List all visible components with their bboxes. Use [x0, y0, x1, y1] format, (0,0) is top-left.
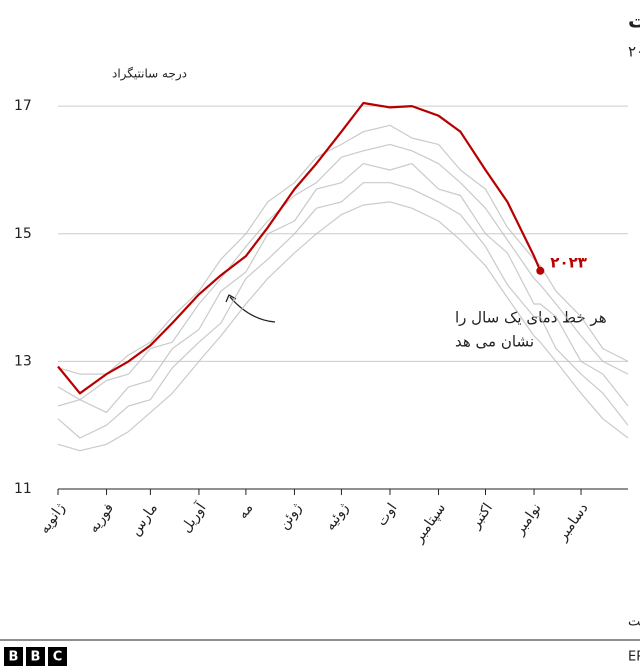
x-tick-label: فوریه [86, 500, 118, 535]
y-tick-label: 13 [14, 353, 32, 369]
logo-box [26, 647, 45, 666]
x-tick-label: دسامبر [554, 500, 592, 544]
logo-box [48, 647, 67, 666]
logo-letter: B [31, 650, 41, 665]
y-tick-label: 11 [14, 481, 32, 497]
x-tick-label: مه [235, 500, 257, 521]
year-line [57, 182, 629, 439]
x-tick-label: نوامبر [511, 500, 544, 538]
x-tick-label: آوریل [177, 499, 210, 536]
logo-box [4, 647, 23, 666]
logo-letter: B [9, 650, 19, 665]
footnote: برای دمای ۵ نوامبر از داده‌های اولیه و م… [628, 615, 640, 630]
chart-subtitle: میانگین روزانه دمای هوای جهان از سال ۱۹۴… [628, 43, 640, 61]
source: منابع: ERA5, C3S/ECMWF [628, 650, 640, 665]
year-line [57, 143, 629, 401]
x-tick-label: ژوئن [276, 500, 305, 532]
chart-title: دمای هوای جهان به بالاترین میزان خود رسی… [628, 9, 640, 33]
x-tick-label: ژانویه [36, 500, 68, 537]
logo: B B C [4, 647, 67, 666]
y-tick-label: 15 [14, 226, 32, 242]
year-line [57, 163, 629, 413]
x-tick-label: اوت [374, 500, 401, 529]
y-axis-label: درجه سانتیگراد [112, 67, 187, 82]
annotation: هر خط دمای یک سال را [455, 309, 607, 327]
logo-letter: C [53, 650, 63, 665]
y-tick-label: 17 [14, 98, 32, 114]
end-point [536, 266, 545, 275]
x-tick-label: ژوئیه [322, 500, 352, 533]
x-tick-label: مارس [127, 500, 161, 538]
series-label: ۲۰۲۳ [550, 253, 587, 271]
highlight-line [57, 101, 542, 395]
year-line [57, 201, 629, 452]
year-line [57, 124, 629, 375]
x-tick-label: اکتبر [467, 500, 496, 532]
annotation-arrow [229, 296, 276, 323]
x-tick-label: سپتامبر [410, 500, 449, 546]
annotation: نشان می هد [455, 333, 534, 351]
annotation-arrowhead [225, 294, 237, 303]
